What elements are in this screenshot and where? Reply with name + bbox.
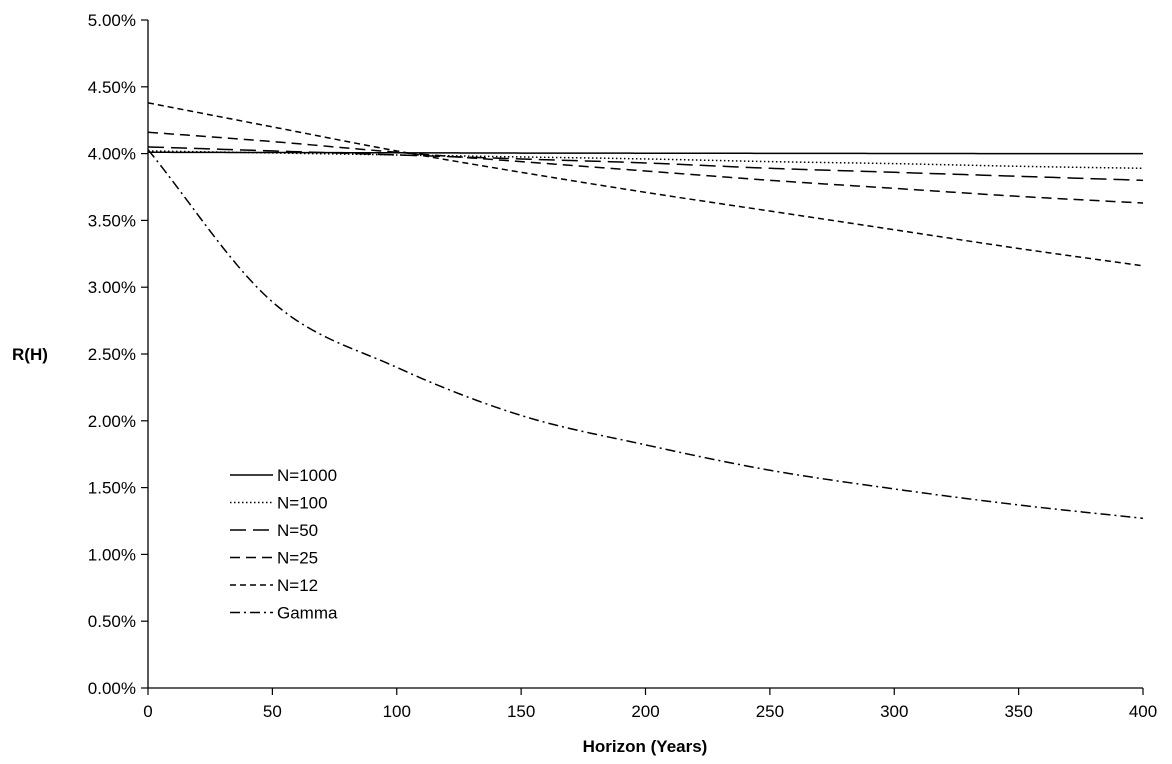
series-line-n-100 xyxy=(147,150,1144,170)
x-tick-label: 300 xyxy=(880,702,908,721)
x-tick-label: 150 xyxy=(507,702,535,721)
legend: N=1000 N=100 N=50 N=25 N=12 Gamma xyxy=(230,466,338,623)
series-line-gamma xyxy=(147,149,1144,520)
legend-label: Gamma xyxy=(277,604,338,623)
y-tick-label: 2.00% xyxy=(88,412,136,431)
y-tick-label: 0.00% xyxy=(88,679,136,698)
series-line-n-12 xyxy=(147,102,1144,267)
x-axis-title: Horizon (Years) xyxy=(583,737,708,756)
y-tick-label: 4.00% xyxy=(88,145,136,164)
y-tick-label: 4.50% xyxy=(88,78,136,97)
legend-label: N=1000 xyxy=(277,466,337,485)
x-tick-label: 250 xyxy=(756,702,784,721)
x-tick-label: 100 xyxy=(383,702,411,721)
legend-label: N=25 xyxy=(277,549,318,568)
x-tick-label: 400 xyxy=(1129,702,1157,721)
y-axis-title: R(H) xyxy=(12,345,48,364)
x-tick-label: 350 xyxy=(1004,702,1032,721)
y-tick-label: 5.00% xyxy=(88,11,136,30)
x-tick-label: 200 xyxy=(631,702,659,721)
series xyxy=(147,102,1144,520)
y-tick-label: 1.00% xyxy=(88,545,136,564)
ticks: 0.00% 0.50% 1.00% 1.50% 2.00% 2.50% 3.00% 3.50%… xyxy=(88,11,1157,721)
x-tick-label: 0 xyxy=(143,702,152,721)
y-tick-label: 3.50% xyxy=(88,211,136,230)
legend-label: N=100 xyxy=(277,494,328,513)
series-line-n-25 xyxy=(147,131,1144,204)
y-tick-label: 2.50% xyxy=(88,345,136,364)
y-tick-label: 1.50% xyxy=(88,479,136,498)
y-tick-label: 0.50% xyxy=(88,612,136,631)
legend-label: N=50 xyxy=(277,521,318,540)
legend-label: N=12 xyxy=(277,576,318,595)
x-tick-label: 50 xyxy=(263,702,282,721)
y-tick-label: 3.00% xyxy=(88,278,136,297)
series-line-n-50 xyxy=(147,146,1144,182)
